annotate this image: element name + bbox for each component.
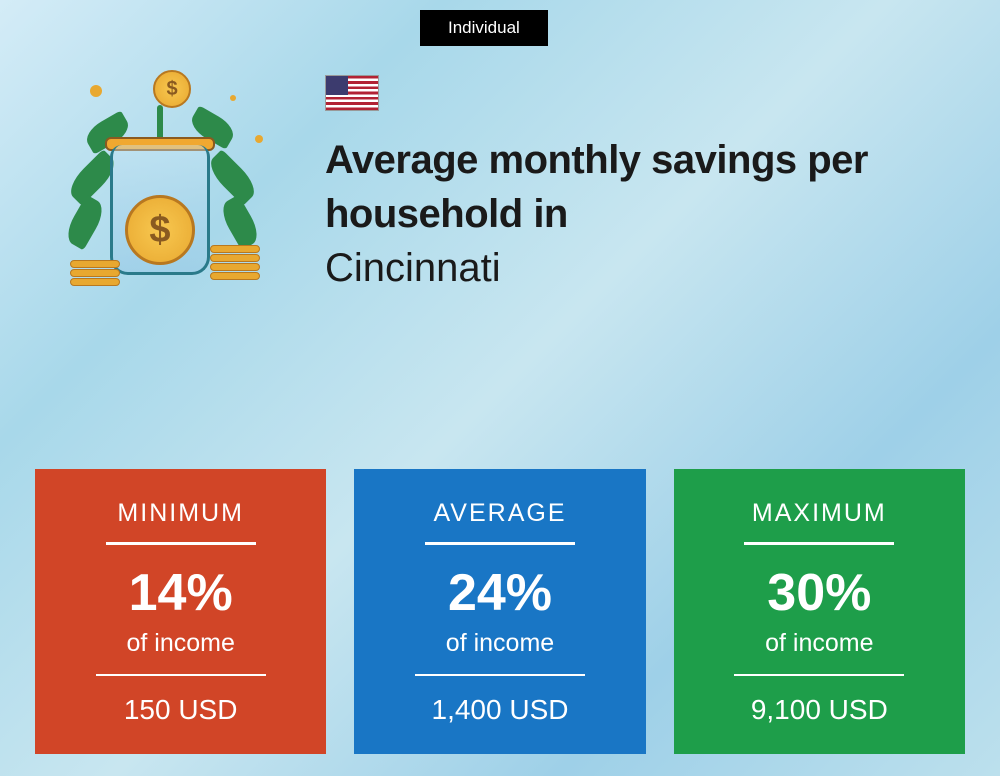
dollar-coin-icon: $ (125, 195, 195, 265)
header-text: Average monthly savings per household in… (325, 65, 980, 325)
card-average: AVERAGE 24% of income 1,400 USD (354, 469, 645, 754)
header: $ $ Average monthly savings per househol… (35, 65, 980, 325)
category-badge: Individual (420, 10, 548, 46)
card-amount: 150 USD (60, 694, 301, 726)
dollar-coin-icon: $ (153, 70, 191, 108)
card-amount: 9,100 USD (699, 694, 940, 726)
card-maximum: MAXIMUM 30% of income 9,100 USD (674, 469, 965, 754)
us-flag-icon (325, 75, 379, 111)
savings-jar-illustration: $ $ (35, 65, 285, 325)
card-minimum: MINIMUM 14% of income 150 USD (35, 469, 326, 754)
title-city: Cincinnati (325, 241, 980, 295)
card-label: MAXIMUM (699, 499, 940, 528)
card-subtext: of income (379, 629, 620, 658)
card-subtext: of income (60, 629, 301, 658)
card-percent: 30% (699, 563, 940, 623)
card-percent: 14% (60, 563, 301, 623)
card-label: MINIMUM (60, 499, 301, 528)
card-subtext: of income (699, 629, 940, 658)
stats-cards: MINIMUM 14% of income 150 USD AVERAGE 24… (35, 469, 965, 754)
title-main: Average monthly savings per household in (325, 133, 980, 241)
card-amount: 1,400 USD (379, 694, 620, 726)
card-label: AVERAGE (379, 499, 620, 528)
card-percent: 24% (379, 563, 620, 623)
